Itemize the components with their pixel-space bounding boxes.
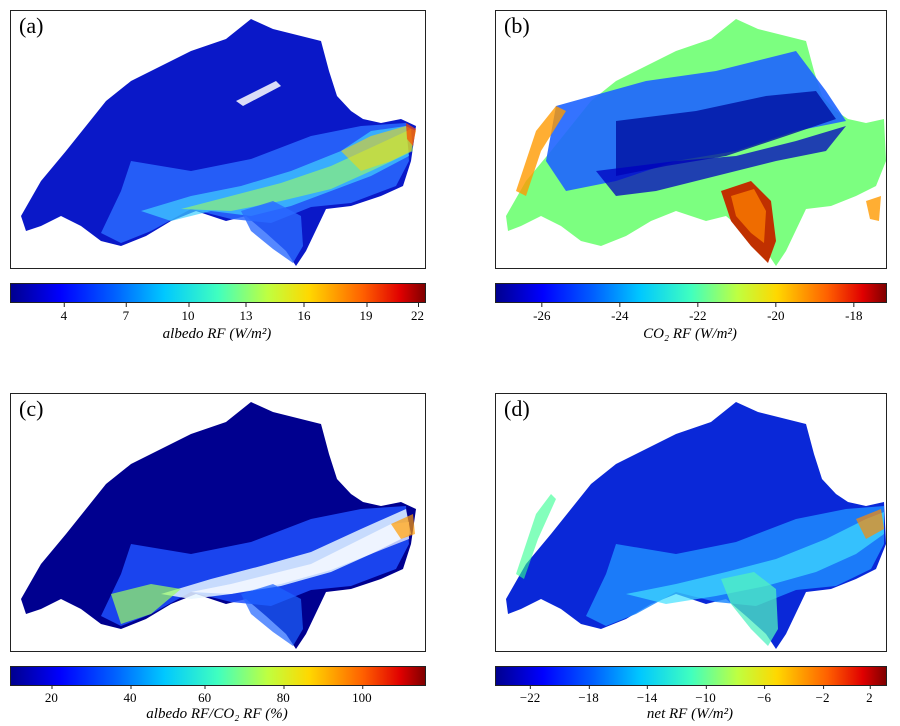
tick: −10 — [695, 685, 716, 705]
tick: 19 — [359, 303, 373, 323]
tick: 13 — [239, 303, 253, 323]
colorbar-ticks-b: -26 -24 -22 -20 -18 — [495, 303, 885, 328]
colorbar-c — [10, 666, 426, 686]
map-d — [506, 402, 886, 649]
tick: −22 — [519, 685, 541, 705]
map-b — [506, 19, 886, 266]
map-c — [21, 402, 416, 649]
map-frame-c: (c) — [10, 393, 426, 652]
map-frame-a: (a) — [10, 10, 426, 269]
map-a — [21, 19, 416, 266]
map-frame-b: (b) — [495, 10, 887, 269]
tick: 4 — [60, 303, 68, 323]
tick: -20 — [767, 303, 785, 323]
colorbar-ticks-c: 20 40 60 80 100 — [10, 685, 424, 710]
colorbar-d — [495, 666, 887, 686]
tick: -24 — [611, 303, 629, 323]
colorbar-ticks-a: 4 7 10 13 16 19 22 — [10, 303, 424, 328]
tick: -22 — [689, 303, 707, 323]
tick: -26 — [533, 303, 551, 323]
tick: 7 — [122, 303, 130, 323]
tick: −14 — [636, 685, 658, 705]
tick: 10 — [181, 303, 195, 323]
tick: 20 — [44, 685, 58, 705]
colorbar-label-b: CO₂ RF (W/m²) — [643, 326, 737, 342]
colorbar-label-d: net RF (W/m²) — [646, 706, 734, 722]
tick: -18 — [845, 303, 863, 323]
colorbar-b — [495, 283, 887, 303]
panel-label-a: (a) — [17, 13, 46, 39]
tick: 16 — [297, 303, 311, 323]
tick: −6 — [757, 685, 772, 705]
panel-label-d: (d) — [502, 396, 532, 422]
map-frame-d: (d) — [495, 393, 887, 652]
panel-label-b: (b) — [502, 13, 532, 39]
colorbar-ticks-d: −22 −18 −14 −10 −6 −2 2 — [495, 685, 885, 710]
tick: 22 — [411, 303, 424, 323]
colorbar-a — [10, 283, 426, 303]
tick: −2 — [815, 685, 830, 705]
panel-label-c: (c) — [17, 396, 46, 422]
colorbar-label-c: albedo RF/CO₂ RF (%) — [146, 706, 288, 722]
colorbar-label-a: albedo RF (W/m²) — [162, 326, 272, 342]
tick: 40 — [123, 685, 137, 705]
tick: −18 — [578, 685, 599, 705]
tick: 80 — [276, 685, 290, 705]
tick: 2 — [866, 685, 873, 705]
tick: 100 — [352, 685, 372, 705]
tick: 60 — [198, 685, 212, 705]
